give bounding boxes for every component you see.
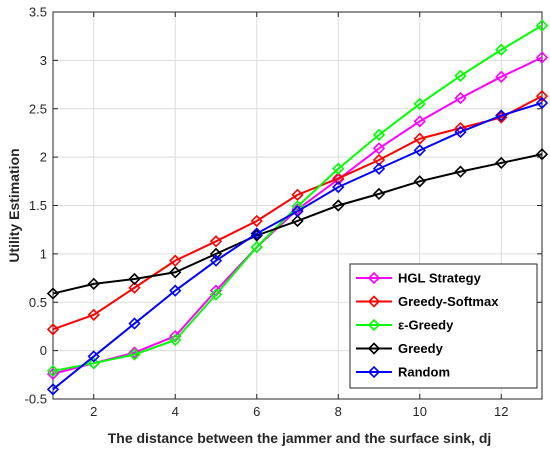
data-point [128,317,141,330]
y-tick-label: 1.5 [29,198,47,213]
data-point [535,148,549,161]
y-tick-label: 3 [40,53,47,68]
data-point [535,96,549,110]
x-tick-label: 4 [172,404,179,419]
legend-marker [367,365,381,379]
legend-item: HGL Strategy [356,271,482,286]
legend-label: Greedy-Softmax [398,294,499,309]
data-point [495,43,508,56]
x-axis-label: The distance between the jammer and the … [108,430,492,446]
series-3 [46,148,549,300]
data-point [169,254,182,267]
series-line [52,153,543,295]
data-point [535,51,549,64]
data-point [413,144,426,157]
data-point [128,348,141,361]
data-point [372,153,386,167]
legend-marker [367,342,381,355]
data-point [372,142,386,155]
x-tick-label: 12 [494,404,508,419]
data-point [128,346,141,359]
data-point [169,266,182,279]
x-tick-label: 2 [90,404,97,419]
data-point [46,383,60,396]
data-point [291,188,304,201]
data-point [46,323,60,336]
data-point [87,277,100,290]
data-point [535,90,549,103]
data-point [372,162,386,175]
data-point [332,180,345,194]
x-tick-label: 6 [253,404,260,419]
data-point [495,70,508,83]
x-tick-label: 10 [413,404,427,419]
legend-label: Greedy [398,341,444,356]
legend-item: ε-Greedy [356,318,454,333]
data-point [87,350,100,363]
data-point [372,187,386,201]
legend-item: Random [356,365,450,380]
series-4 [46,96,549,396]
legend-label: HGL Strategy [398,271,482,286]
y-tick-label: 0.5 [29,295,47,310]
data-point [413,115,426,128]
data-point [332,172,345,185]
data-point [454,91,467,105]
data-point [291,214,304,228]
data-point [454,125,467,139]
data-point [128,272,141,286]
data-point [209,254,223,267]
series-layer [46,19,549,396]
data-point [454,165,467,178]
data-point [169,284,182,297]
data-point [250,214,263,228]
data-point [454,121,467,135]
x-tick-label: 8 [335,404,342,419]
data-point [128,281,141,294]
data-point [332,162,345,175]
y-tick-label: -0.5 [25,392,47,407]
y-axis-label: Utility Estimation [6,148,22,262]
data-point [413,97,426,111]
legend-item: Greedy-Softmax [356,294,499,309]
data-point [372,128,386,142]
data-point [250,240,263,254]
legend: HGL Strategy Greedy-Softmax ε-Greedy Greedy… [349,263,538,389]
y-tick-label: 2.5 [29,101,47,116]
legend-label: Random [398,365,450,380]
axis-ticks: 2 4 6 8 10 12 -0.5 0 0.5 1 1.5 2 2.5 3 3.5 [25,5,542,419]
data-point [535,19,549,32]
data-point [291,205,304,218]
data-point [495,109,508,122]
data-point [46,364,60,378]
data-point [250,227,263,240]
data-point [169,333,182,347]
data-point [209,247,223,261]
data-point [87,308,100,321]
data-point [209,288,223,301]
legend-item: Greedy [356,341,444,356]
data-point [332,199,345,212]
y-tick-label: 3.5 [29,5,47,20]
data-point [495,156,508,170]
data-point [46,287,60,300]
legend-marker [367,295,381,308]
legend-marker [367,318,381,332]
series-line [52,101,543,391]
y-tick-label: 1 [40,246,47,261]
y-tick-label: 0 [40,343,47,358]
data-point [209,235,223,248]
data-point [169,329,182,343]
data-point [413,132,426,145]
legend-label: ε-Greedy [398,318,454,333]
series-line [52,56,543,375]
y-tick-label: 2 [40,150,47,165]
data-point [454,69,467,82]
data-point [87,357,100,370]
legend-marker [367,271,381,285]
data-point [250,229,263,242]
data-point [413,175,426,188]
